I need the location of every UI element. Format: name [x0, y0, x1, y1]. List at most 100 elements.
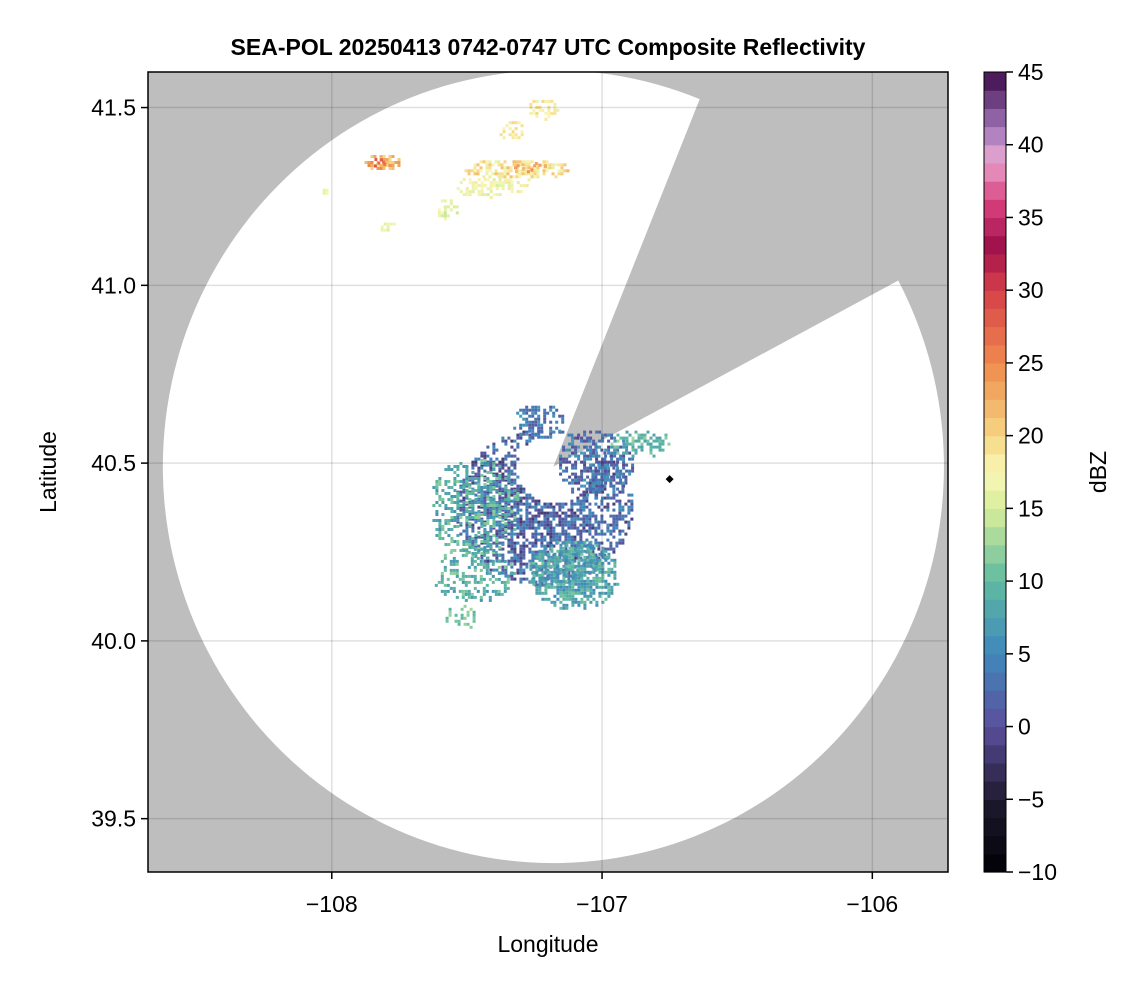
echo-cell — [513, 550, 517, 554]
echo-cell — [622, 460, 626, 464]
colorbar-band — [984, 381, 1006, 400]
echo-cell — [534, 529, 538, 533]
echo-cell — [374, 158, 378, 161]
echo-cell — [480, 525, 484, 528]
echo-cell — [516, 502, 520, 506]
echo-cell — [616, 487, 620, 491]
echo-cell — [543, 559, 547, 563]
echo-cell — [595, 567, 599, 571]
echo-cell — [589, 469, 593, 473]
echo-cell — [565, 469, 569, 473]
echo-cell — [649, 451, 653, 455]
echo-cell — [516, 433, 520, 437]
echo-cell — [461, 574, 465, 578]
echo-cell — [501, 556, 505, 560]
echo-cell — [471, 477, 475, 480]
echo-cell — [462, 549, 466, 552]
echo-cell — [486, 559, 490, 563]
echo-cell — [540, 583, 544, 587]
echo-cell — [459, 516, 463, 519]
echo-cell — [489, 190, 493, 194]
echo-cell — [455, 571, 459, 575]
echo-cell — [472, 619, 476, 623]
echo-cell — [551, 163, 555, 167]
echo-cell — [589, 436, 593, 440]
echo-cell — [485, 163, 489, 167]
echo-cell — [537, 514, 541, 518]
echo-cell — [561, 517, 565, 521]
echo-cell — [537, 532, 541, 536]
echo-cell — [465, 502, 469, 506]
echo-cell — [640, 445, 644, 449]
echo-cell — [579, 511, 583, 515]
echo-cell — [498, 483, 502, 486]
echo-cell — [604, 460, 608, 464]
echo-cell — [622, 442, 626, 446]
echo-cell — [495, 556, 499, 560]
echo-cell — [601, 496, 605, 500]
echo-cell — [571, 561, 575, 565]
echo-cell — [646, 439, 650, 443]
echo-cell — [495, 544, 499, 548]
echo-cell — [485, 169, 489, 173]
echo-cell — [528, 426, 532, 430]
echo-cell — [482, 586, 486, 590]
echo-cell — [440, 214, 444, 218]
echo-cell — [550, 564, 554, 568]
echo-cell — [560, 166, 564, 170]
echo-cell — [607, 472, 611, 476]
echo-cell — [580, 558, 584, 562]
echo-cell — [504, 516, 508, 519]
echo-cell — [479, 574, 483, 578]
echo-cell — [549, 523, 553, 527]
echo-cell — [609, 532, 613, 536]
y-tick-label: 41.0 — [91, 272, 136, 298]
echo-cell — [474, 516, 478, 519]
echo-cell — [531, 517, 535, 521]
echo-cell — [450, 495, 454, 498]
echo-cell — [512, 163, 516, 167]
echo-cell — [571, 576, 575, 580]
echo-cell — [477, 519, 481, 522]
echo-cell — [610, 585, 614, 589]
echo-cell — [588, 529, 592, 533]
echo-cell — [622, 439, 626, 443]
x-axis-label: Longitude — [497, 931, 598, 957]
y-tick-label: 40.0 — [91, 628, 136, 654]
echo-cell — [601, 487, 605, 491]
echo-cell — [552, 414, 556, 418]
echo-cell — [476, 562, 480, 566]
echo-cell — [468, 498, 472, 501]
echo-cell — [621, 508, 625, 512]
echo-cell — [498, 516, 502, 519]
echo-cell — [564, 532, 568, 536]
colorbar-band — [984, 599, 1006, 619]
echo-cell — [483, 549, 487, 552]
echo-cell — [446, 205, 450, 209]
echo-cell — [467, 169, 471, 173]
echo-cell — [592, 490, 596, 494]
echo-cell — [559, 472, 563, 476]
echo-cell — [586, 585, 590, 589]
echo-cell — [592, 487, 596, 491]
echo-cell — [568, 546, 572, 550]
echo-cell — [474, 472, 478, 476]
echo-cell — [613, 448, 617, 452]
echo-cell — [504, 517, 508, 521]
echo-cell — [559, 594, 563, 598]
echo-cell — [562, 445, 566, 449]
echo-cell — [583, 466, 587, 470]
echo-cell — [477, 469, 481, 473]
echo-cell — [607, 445, 611, 449]
echo-cell — [473, 580, 477, 584]
echo-cell — [588, 517, 592, 521]
echo-cell — [592, 555, 596, 559]
echo-cell — [553, 111, 557, 115]
echo-cell — [480, 535, 484, 539]
echo-cell — [568, 481, 572, 485]
echo-cell — [661, 439, 665, 443]
echo-cell — [465, 520, 469, 524]
echo-cell — [443, 217, 447, 221]
echo-cell — [471, 489, 475, 492]
echo-cell — [607, 478, 611, 482]
